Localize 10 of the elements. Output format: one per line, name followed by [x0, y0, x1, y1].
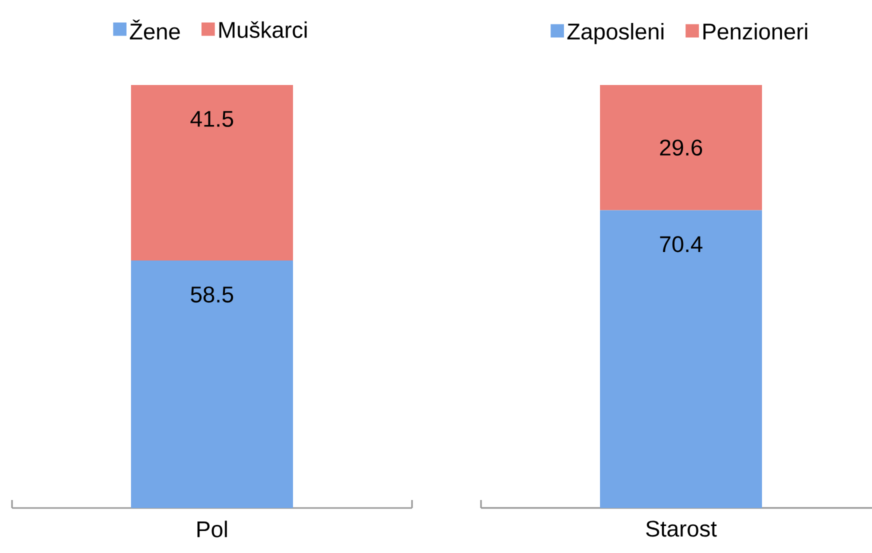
data-label: 58.5: [190, 286, 234, 303]
x-tick-label: Pol: [197, 520, 227, 538]
legend-label: Žene: [130, 20, 180, 40]
legend-label: Penzioneri: [703, 22, 808, 40]
data-label: 29.6: [660, 140, 702, 156]
legend-label: Muškarci: [219, 21, 307, 38]
x-tick-label: Starost: [646, 520, 717, 537]
data-label: 41.5: [190, 111, 234, 127]
legend-label: Zaposleni: [567, 22, 664, 44]
data-label: 70.4: [660, 236, 702, 252]
